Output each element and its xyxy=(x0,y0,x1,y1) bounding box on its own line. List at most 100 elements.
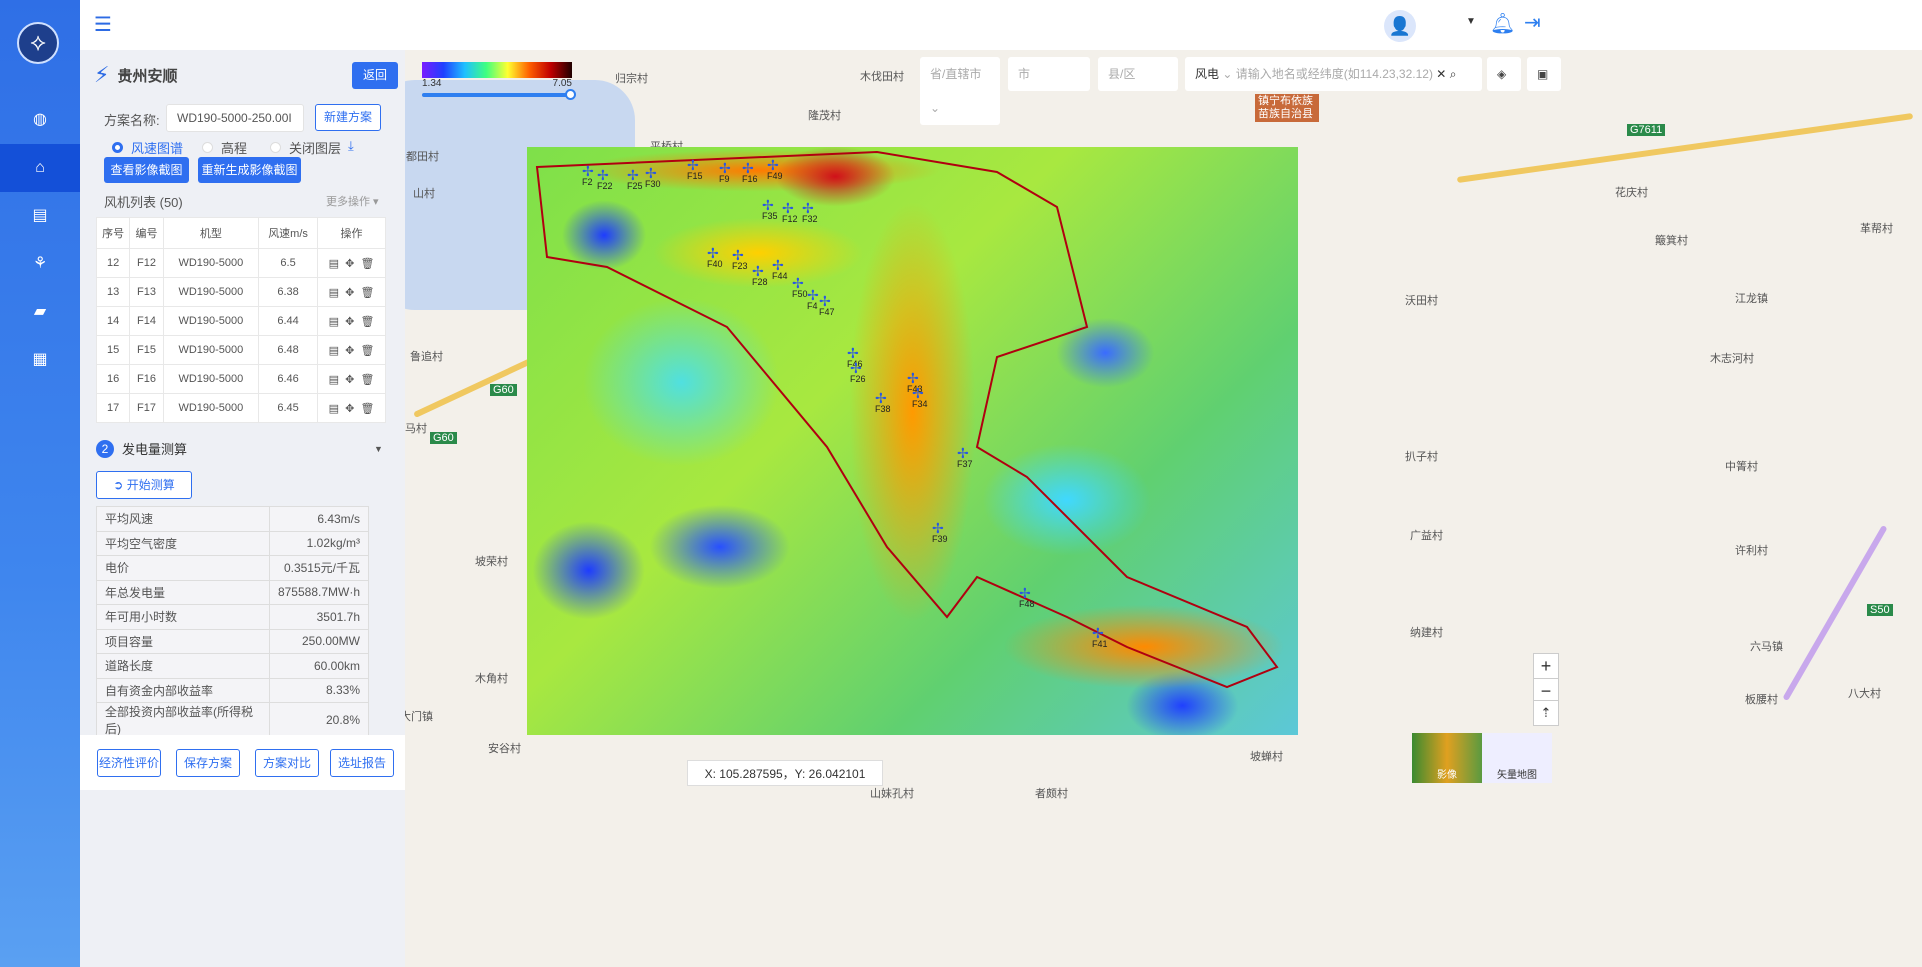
toolbox-icon[interactable]: ▣ xyxy=(1527,57,1561,91)
layers-icon[interactable]: ◈ xyxy=(1487,57,1521,91)
delete-icon[interactable]: 🗑︎ xyxy=(360,373,375,386)
logout-icon[interactable]: ⇥ xyxy=(1524,12,1541,34)
view-capture-button[interactable]: 查看影像截图 xyxy=(104,157,189,183)
turbine-marker[interactable]: F41 xyxy=(1092,627,1108,649)
move-icon[interactable]: ✥ xyxy=(345,402,355,415)
turbine-marker[interactable]: F16 xyxy=(742,162,758,184)
basemap-vector[interactable]: 矢量地图 xyxy=(1482,733,1552,783)
avatar[interactable]: 👤 xyxy=(1384,10,1416,42)
move-icon[interactable]: ✥ xyxy=(345,344,355,357)
detail-icon[interactable]: ▤ xyxy=(328,257,340,270)
turbine-marker[interactable]: F15 xyxy=(687,159,703,181)
user-dropdown-icon[interactable]: ▼ xyxy=(1466,16,1476,27)
road-label: S50 xyxy=(1867,604,1893,616)
city-select[interactable]: 市 xyxy=(1008,57,1090,91)
detail-icon[interactable]: ▤ xyxy=(328,373,340,386)
grid-icon[interactable]: ▦ xyxy=(32,351,48,368)
delete-icon[interactable]: 🗑︎ xyxy=(360,286,375,299)
new-scheme-button[interactable]: 新建方案 xyxy=(315,104,381,131)
turbine-marker[interactable]: F50 xyxy=(792,277,808,299)
legend-slider[interactable] xyxy=(422,89,576,100)
row-actions: ▤ ✥ 🗑︎ xyxy=(317,306,386,336)
bell-icon[interactable]: 🔔︎ xyxy=(1490,13,1516,35)
radio-elevation[interactable]: 高程 xyxy=(202,138,247,157)
save-scheme-button[interactable]: 保存方案 xyxy=(176,749,240,777)
turbine-marker[interactable]: F2 xyxy=(582,165,594,187)
turbine-marker[interactable]: F38 xyxy=(875,392,891,414)
move-icon[interactable]: ✥ xyxy=(345,257,355,270)
turbine-marker[interactable]: F37 xyxy=(957,447,973,469)
table-row[interactable]: 16 F16 WD190-5000 6.46 ▤ ✥ 🗑︎ xyxy=(95,364,386,394)
turbine-marker[interactable]: F26 xyxy=(850,362,866,384)
clear-icon[interactable]: ✕ xyxy=(1436,67,1447,81)
table-row[interactable]: 13 F13 WD190-5000 6.38 ▤ ✥ 🗑︎ xyxy=(95,277,386,307)
turbine-marker[interactable]: F23 xyxy=(732,249,748,271)
economic-eval-button[interactable]: 经济性评价 xyxy=(97,749,161,777)
collapse-icon[interactable]: ▼ xyxy=(374,444,383,454)
detail-icon[interactable]: ▤ xyxy=(328,402,340,415)
slider-handle[interactable] xyxy=(565,89,576,100)
download-icon[interactable]: ⤓ xyxy=(348,138,354,153)
table-row[interactable]: 17 F17 WD190-5000 6.45 ▤ ✥ 🗑︎ xyxy=(95,393,386,423)
table-row[interactable]: 15 F15 WD190-5000 6.48 ▤ ✥ 🗑︎ xyxy=(95,335,386,365)
turbine-marker[interactable]: F28 xyxy=(752,265,768,287)
compass-button[interactable]: ⇡ xyxy=(1533,700,1559,726)
turbine-marker[interactable]: F35 xyxy=(762,199,778,221)
turbine-marker[interactable]: F39 xyxy=(932,522,948,544)
delete-icon[interactable]: 🗑︎ xyxy=(360,402,375,415)
turbine-marker[interactable]: F30 xyxy=(645,167,661,189)
basemap-imagery[interactable]: 影像 xyxy=(1412,733,1482,783)
search-bar[interactable]: 风电 ⌄ 请输入地名或经纬度(如114.23,32.12) ✕ ⌕ xyxy=(1185,57,1482,91)
turbine-list-title: 风机列表 (50) xyxy=(104,195,183,210)
turbine-icon[interactable]: ⚘ xyxy=(32,255,48,272)
turbine-marker[interactable]: F34 xyxy=(912,387,928,409)
province-select[interactable]: 省/直辖市 ⌄ xyxy=(920,57,1000,125)
delete-icon[interactable]: 🗑︎ xyxy=(360,315,375,328)
scheme-select[interactable]: WD190-5000-250.00I xyxy=(166,104,304,132)
delete-icon[interactable]: 🗑︎ xyxy=(360,344,375,357)
more-actions[interactable]: 更多操作 ▾ xyxy=(326,196,379,208)
turbine-marker[interactable]: F47 xyxy=(819,295,835,317)
detail-icon[interactable]: ▤ xyxy=(328,344,340,357)
turbine-marker[interactable]: F49 xyxy=(767,159,783,181)
county-select[interactable]: 县/区 xyxy=(1098,57,1178,91)
menu-toggle-icon[interactable]: ☰ xyxy=(94,14,112,36)
table-row[interactable]: 14 F14 WD190-5000 6.44 ▤ ✥ 🗑︎ xyxy=(95,306,386,336)
turbine-marker[interactable]: F44 xyxy=(772,259,788,281)
village-label: 都田村 xyxy=(406,151,439,163)
delete-icon[interactable]: 🗑︎ xyxy=(360,257,375,270)
globe-icon[interactable]: ◍ xyxy=(33,111,47,128)
turbine-marker[interactable]: F32 xyxy=(802,202,818,224)
move-icon[interactable]: ✥ xyxy=(345,373,355,386)
report-button[interactable]: 选址报告 xyxy=(330,749,394,777)
map-canvas[interactable]: 归宗村隆茂村木伐田村平桥村石糯尾村扁担村都田村山村鲁追村马村坡荣村木角村大门镇安… xyxy=(405,50,1922,967)
layout-icon[interactable]: ⌂ xyxy=(0,144,80,192)
turbine-marker[interactable]: F12 xyxy=(782,202,798,224)
table-row[interactable]: 12 F12 WD190-5000 6.5 ▤ ✥ 🗑︎ xyxy=(95,248,386,278)
radio-wind-speed[interactable]: 风速图谱 xyxy=(112,138,183,157)
turbine-marker[interactable]: F25 xyxy=(627,169,643,191)
start-calc-button[interactable]: ➲ 开始测算 xyxy=(96,471,192,499)
map-icon[interactable]: ▰ xyxy=(33,303,47,320)
table-cell: 6.48 xyxy=(258,335,319,365)
turbine-marker[interactable]: F40 xyxy=(707,247,723,269)
back-button[interactable]: 返回 xyxy=(352,62,398,89)
detail-icon[interactable]: ▤ xyxy=(328,286,340,299)
village-label: 板腰村 xyxy=(1745,694,1778,706)
regen-capture-button[interactable]: 重新生成影像截图 xyxy=(198,157,301,183)
search-icon[interactable]: ⌕ xyxy=(1449,67,1457,81)
search-input[interactable]: 请输入地名或经纬度(如114.23,32.12) xyxy=(1235,67,1433,81)
turbine-marker[interactable]: F4 xyxy=(807,289,819,311)
turbine-marker[interactable]: F22 xyxy=(597,169,613,191)
move-icon[interactable]: ✥ xyxy=(345,286,355,299)
radio-close-layer[interactable]: 关闭图层 xyxy=(270,138,341,157)
compare-button[interactable]: 方案对比 xyxy=(255,749,319,777)
folder-icon[interactable]: ▤ xyxy=(32,207,48,224)
turbine-marker[interactable]: F9 xyxy=(719,162,731,184)
type-select[interactable]: 风电 xyxy=(1195,67,1220,81)
table-cell: WD190-5000 xyxy=(162,277,260,307)
zoom-in-button[interactable]: + xyxy=(1533,653,1559,679)
move-icon[interactable]: ✥ xyxy=(345,315,355,328)
turbine-marker[interactable]: F48 xyxy=(1019,587,1035,609)
detail-icon[interactable]: ▤ xyxy=(328,315,340,328)
